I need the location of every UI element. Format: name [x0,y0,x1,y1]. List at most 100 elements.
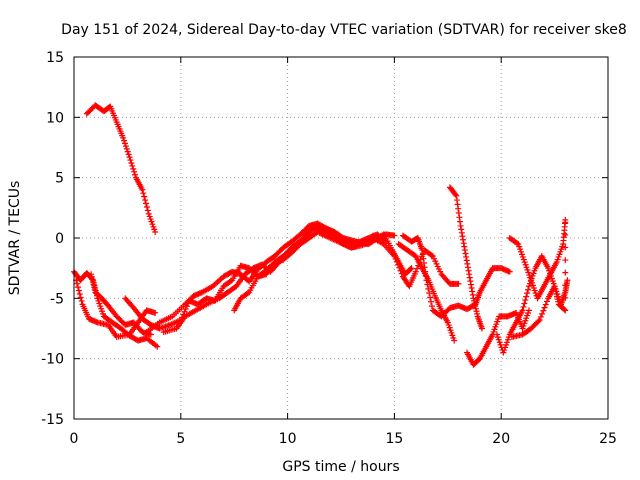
y-tick-label: 5 [55,171,64,187]
data-point [454,201,461,208]
data-point [428,303,435,310]
data-point [562,294,569,301]
data-point [469,291,476,298]
data-point [465,267,472,274]
data-point [181,308,188,315]
y-tick-label: -15 [41,412,64,428]
data-point [464,260,471,267]
plot-frame [73,56,609,420]
data-point [467,278,474,285]
data-point [144,207,151,214]
data-point [77,294,84,301]
data-point [539,310,546,317]
y-axis-label: SDTVAR / TECUs [7,181,23,296]
x-tick-label: 5 [176,431,185,447]
data-point [562,307,569,314]
data-point [139,186,146,193]
data-point [524,290,531,297]
series-track-1 [83,102,159,235]
data-point [562,257,569,264]
series-track-11 [395,241,458,344]
data-point [536,317,543,324]
data-point [469,288,476,295]
data-point [543,298,550,305]
x-tick-label: 25 [599,431,617,447]
data-point [420,259,427,266]
data-point [413,265,420,272]
data-point [75,287,82,294]
data-point [128,160,135,167]
data-point [122,143,129,150]
data-point [519,307,526,314]
data-point [455,205,462,212]
data-point [143,200,150,207]
data-point [562,244,569,251]
data-point [141,193,148,200]
data-point [520,303,527,310]
data-point [124,148,131,155]
data-point [525,286,532,293]
data-point [540,307,547,314]
data-point [398,270,405,277]
grid [74,57,608,419]
data-point [463,257,470,264]
x-tick-label: 15 [385,431,403,447]
data-point [412,268,419,275]
series-track-4 [88,271,154,338]
data-point [393,258,400,265]
data-point [142,197,149,204]
data-point [392,256,399,263]
data-point [422,268,429,275]
data-point [459,233,466,240]
data-point [461,243,468,250]
data-point [468,284,475,291]
data-point [523,293,530,300]
data-point [395,261,402,268]
series-track-17 [508,219,569,340]
data-point [152,309,159,316]
data-point [537,313,544,320]
data-point [428,252,435,259]
data-point [457,222,464,229]
x-tick-label: 10 [279,431,297,447]
data-point [422,272,429,279]
plot-area [71,102,571,368]
data-point [464,264,471,271]
data-point [562,219,569,226]
data-point [121,140,128,147]
data-point [74,284,81,291]
data-point [423,277,430,284]
data-point [453,192,460,199]
data-point [522,297,529,304]
data-point [125,151,132,158]
data-point [457,218,464,225]
y-tick-label: -5 [50,291,64,307]
y-tick-label: -10 [41,352,64,368]
data-point [424,281,431,288]
data-point [123,145,130,152]
data-point [562,282,569,289]
data-point [76,291,83,298]
data-point [521,300,528,307]
data-point [535,318,542,325]
data-point [463,253,470,260]
data-point [391,232,398,239]
data-point [132,171,139,178]
x-tick-label: 0 [70,431,79,447]
data-point [562,269,569,276]
y-tick-label: 10 [46,110,64,126]
series-track-13 [446,184,485,332]
data-point [460,240,467,247]
y-tick-label: 15 [46,50,64,66]
series-track-10 [370,235,462,290]
data-point [453,197,460,204]
series-track-3 [73,277,159,340]
data-point [121,137,128,144]
data-point [408,265,415,272]
data-point [456,214,463,221]
x-tick-label: 20 [492,431,510,447]
data-point [461,247,468,254]
data-point [419,251,426,258]
data-point [458,226,465,233]
